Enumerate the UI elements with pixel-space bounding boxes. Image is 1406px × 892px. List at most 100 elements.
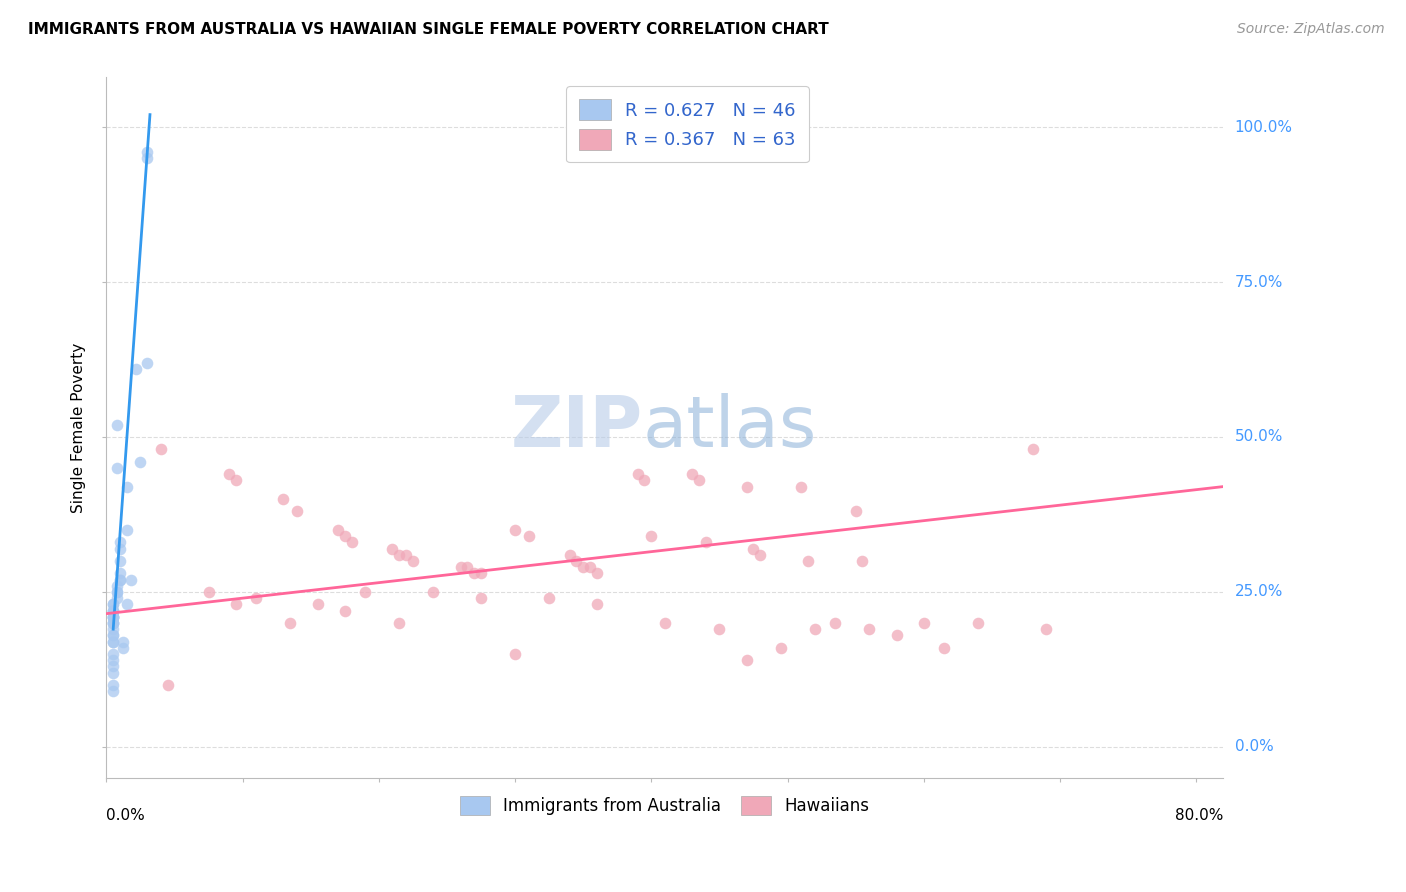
Point bbox=[654, 615, 676, 630]
Point bbox=[688, 474, 710, 488]
Point bbox=[120, 573, 142, 587]
Point bbox=[103, 665, 125, 680]
Point bbox=[103, 615, 125, 630]
Point bbox=[115, 523, 138, 537]
Point bbox=[422, 585, 444, 599]
Point bbox=[456, 560, 478, 574]
Point bbox=[851, 554, 873, 568]
Text: 0.0%: 0.0% bbox=[107, 808, 145, 823]
Point bbox=[503, 647, 526, 661]
Point bbox=[115, 598, 138, 612]
Point bbox=[354, 585, 377, 599]
Point bbox=[103, 603, 125, 617]
Point bbox=[103, 684, 125, 698]
Point bbox=[742, 541, 765, 556]
Point bbox=[103, 603, 125, 617]
Point bbox=[640, 529, 662, 543]
Point bbox=[103, 603, 125, 617]
Point bbox=[934, 640, 956, 655]
Point bbox=[105, 417, 128, 432]
Point bbox=[103, 628, 125, 642]
Point bbox=[273, 491, 295, 506]
Point bbox=[103, 659, 125, 673]
Point bbox=[627, 467, 650, 482]
Point bbox=[225, 474, 247, 488]
Point bbox=[103, 598, 125, 612]
Text: 80.0%: 80.0% bbox=[1175, 808, 1223, 823]
Point bbox=[105, 591, 128, 606]
Point bbox=[103, 609, 125, 624]
Point bbox=[470, 566, 492, 581]
Point bbox=[108, 573, 131, 587]
Point bbox=[108, 554, 131, 568]
Point bbox=[695, 535, 717, 549]
Point bbox=[103, 634, 125, 648]
Point bbox=[103, 678, 125, 692]
Point bbox=[735, 653, 758, 667]
Point bbox=[108, 573, 131, 587]
Point bbox=[103, 653, 125, 667]
Point bbox=[103, 628, 125, 642]
Point bbox=[824, 615, 846, 630]
Point bbox=[749, 548, 772, 562]
Point bbox=[558, 548, 581, 562]
Point bbox=[333, 529, 356, 543]
Point bbox=[1035, 622, 1057, 636]
Text: 100.0%: 100.0% bbox=[1234, 120, 1292, 135]
Point bbox=[111, 640, 134, 655]
Point bbox=[388, 548, 411, 562]
Point bbox=[735, 479, 758, 493]
Point bbox=[402, 554, 425, 568]
Point bbox=[845, 504, 868, 518]
Legend: Immigrants from Australia, Hawaiians: Immigrants from Australia, Hawaiians bbox=[453, 789, 876, 822]
Text: IMMIGRANTS FROM AUSTRALIA VS HAWAIIAN SINGLE FEMALE POVERTY CORRELATION CHART: IMMIGRANTS FROM AUSTRALIA VS HAWAIIAN SI… bbox=[28, 22, 830, 37]
Y-axis label: Single Female Poverty: Single Female Poverty bbox=[72, 343, 86, 513]
Point bbox=[333, 603, 356, 617]
Point bbox=[108, 535, 131, 549]
Point bbox=[395, 548, 418, 562]
Point bbox=[709, 622, 731, 636]
Text: atlas: atlas bbox=[643, 393, 817, 462]
Point bbox=[633, 474, 655, 488]
Point bbox=[103, 622, 125, 636]
Point bbox=[585, 566, 607, 581]
Point bbox=[103, 615, 125, 630]
Point bbox=[105, 585, 128, 599]
Point bbox=[197, 585, 219, 599]
Point bbox=[769, 640, 792, 655]
Text: 0.0%: 0.0% bbox=[1234, 739, 1274, 755]
Point bbox=[470, 591, 492, 606]
Point bbox=[129, 455, 152, 469]
Point bbox=[381, 541, 404, 556]
Point bbox=[103, 647, 125, 661]
Point bbox=[681, 467, 703, 482]
Point bbox=[125, 361, 148, 376]
Text: 25.0%: 25.0% bbox=[1234, 584, 1282, 599]
Point bbox=[156, 678, 179, 692]
Point bbox=[967, 615, 990, 630]
Point bbox=[538, 591, 561, 606]
Point bbox=[149, 442, 172, 457]
Point bbox=[450, 560, 472, 574]
Point bbox=[105, 461, 128, 475]
Point bbox=[136, 145, 159, 159]
Point bbox=[797, 554, 820, 568]
Point bbox=[105, 579, 128, 593]
Point bbox=[225, 598, 247, 612]
Point bbox=[108, 566, 131, 581]
Point bbox=[326, 523, 349, 537]
Point bbox=[912, 615, 935, 630]
Point bbox=[103, 609, 125, 624]
Point bbox=[503, 523, 526, 537]
Point bbox=[103, 598, 125, 612]
Point bbox=[105, 585, 128, 599]
Point bbox=[579, 560, 602, 574]
Point bbox=[463, 566, 485, 581]
Point bbox=[136, 151, 159, 165]
Point bbox=[103, 615, 125, 630]
Point bbox=[245, 591, 267, 606]
Point bbox=[858, 622, 880, 636]
Point bbox=[218, 467, 240, 482]
Point bbox=[340, 535, 363, 549]
Point bbox=[886, 628, 908, 642]
